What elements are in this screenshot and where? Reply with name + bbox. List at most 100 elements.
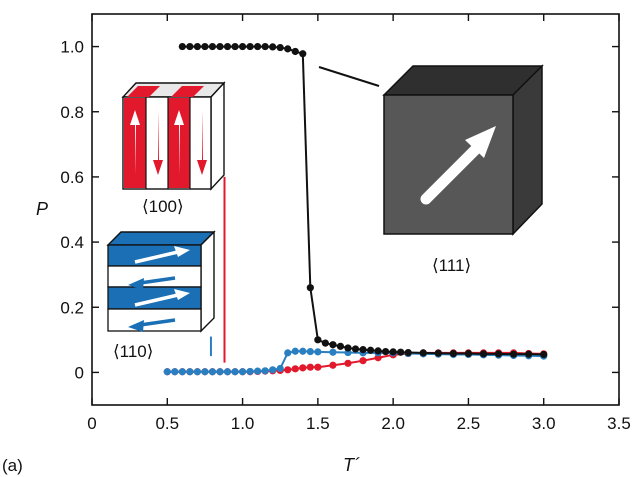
data-point xyxy=(246,367,254,376)
data-point xyxy=(494,350,503,358)
data-point xyxy=(276,364,284,373)
data-point xyxy=(178,42,186,51)
x-tick-label: 2.5 xyxy=(457,414,481,433)
data-point xyxy=(284,45,292,53)
series-layer xyxy=(163,42,548,376)
data-point xyxy=(351,345,360,353)
data-point xyxy=(223,42,232,51)
data-point xyxy=(344,344,352,352)
data-point xyxy=(336,342,345,350)
data-point xyxy=(261,367,269,375)
y-tick-label: 0.2 xyxy=(60,298,84,317)
data-point xyxy=(404,348,412,357)
y-tick-label: 0.4 xyxy=(60,233,84,252)
panel-label: (a) xyxy=(2,456,23,475)
y-tick-label: 0 xyxy=(75,363,84,382)
data-point xyxy=(276,43,284,52)
data-point xyxy=(201,368,209,376)
data-point xyxy=(464,349,473,358)
domain-110-stack-icon xyxy=(106,230,216,333)
data-point xyxy=(291,47,299,56)
data-point xyxy=(216,42,224,51)
data-point xyxy=(284,349,292,357)
data-point xyxy=(299,347,307,355)
data-point xyxy=(434,349,442,357)
data-point xyxy=(269,366,277,374)
data-point xyxy=(329,348,337,356)
data-point xyxy=(329,361,337,369)
data-point xyxy=(238,368,247,376)
axis-ticks xyxy=(91,14,620,405)
data-point xyxy=(254,42,262,51)
x-tick-label: 0 xyxy=(87,414,96,433)
data-point xyxy=(216,368,224,376)
data-point xyxy=(231,42,239,51)
data-point xyxy=(314,336,322,344)
data-point xyxy=(321,339,329,347)
data-point xyxy=(291,365,299,373)
data-point xyxy=(374,347,382,355)
x-tick-label: 0.5 xyxy=(155,414,179,433)
data-point xyxy=(171,368,179,376)
y-tick-label: 0.6 xyxy=(60,168,84,187)
data-point xyxy=(382,347,390,356)
data-point xyxy=(223,368,232,376)
data-point xyxy=(366,346,375,354)
data-point xyxy=(314,363,322,371)
data-point xyxy=(193,368,201,376)
data-point xyxy=(306,284,314,292)
data-point xyxy=(261,42,269,51)
data-point xyxy=(314,348,322,356)
data-point xyxy=(509,350,518,358)
data-point xyxy=(359,346,367,354)
data-point xyxy=(208,368,217,376)
data-point xyxy=(284,366,292,374)
y-tick-labels: 0 0.2 0.4 0.6 0.8 1.0 xyxy=(60,38,84,383)
y-tick-label: 0.8 xyxy=(60,103,84,122)
x-tick-label: 2.0 xyxy=(381,414,405,433)
label-100: ⟨100⟩ xyxy=(142,197,184,216)
label-111: ⟨111⟩ xyxy=(432,256,471,275)
x-tick-label: 1.5 xyxy=(306,414,330,433)
y-axis-title: P xyxy=(36,199,48,219)
data-point xyxy=(269,43,277,51)
data-point xyxy=(306,347,314,356)
data-point xyxy=(246,42,254,51)
label-110: ⟨110⟩ xyxy=(113,342,153,361)
data-point xyxy=(306,363,314,371)
data-point xyxy=(163,368,171,376)
data-point xyxy=(299,364,307,372)
leader-line xyxy=(318,66,380,87)
data-point xyxy=(397,348,405,356)
data-point xyxy=(359,357,367,365)
domain-111-cube-icon xyxy=(382,64,544,236)
data-point xyxy=(231,368,239,376)
x-tick-label: 3.5 xyxy=(607,414,631,433)
data-point xyxy=(540,350,548,359)
plot-frame xyxy=(91,13,620,406)
data-point xyxy=(299,50,307,58)
data-point xyxy=(186,42,194,51)
y-tick-label: 1.0 xyxy=(60,38,84,57)
x-tick-label: 3.0 xyxy=(532,414,556,433)
domain-100-cube-icon xyxy=(121,81,226,191)
data-point xyxy=(178,368,186,376)
data-point xyxy=(525,350,533,358)
data-point xyxy=(238,42,247,51)
data-point xyxy=(389,348,397,356)
data-point xyxy=(201,42,209,51)
series-line xyxy=(182,45,544,356)
data-point xyxy=(344,359,352,367)
data-point xyxy=(208,42,217,51)
data-point xyxy=(254,367,262,375)
x-tick-labels: 0 0.5 1.0 1.5 2.0 2.5 3.0 3.5 xyxy=(87,414,631,433)
x-axis-title: T´ xyxy=(343,455,360,475)
x-tick-label: 1.0 xyxy=(231,414,255,433)
data-point xyxy=(291,347,299,355)
data-point xyxy=(449,349,457,358)
data-point xyxy=(419,349,427,357)
data-point xyxy=(329,341,337,349)
series-0 xyxy=(178,42,548,359)
data-point xyxy=(186,368,194,376)
